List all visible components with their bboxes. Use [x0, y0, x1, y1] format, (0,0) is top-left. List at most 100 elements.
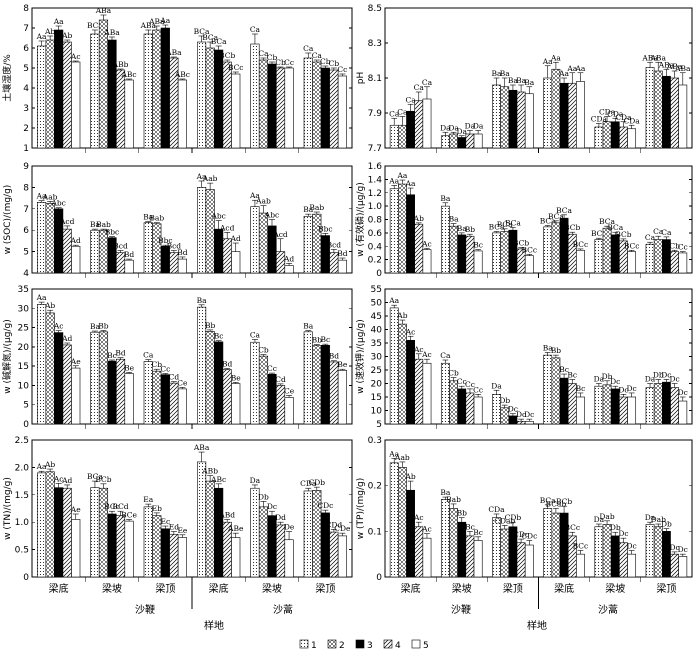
bar-series-3: [54, 332, 64, 425]
data-label: ABa: [641, 53, 658, 62]
legend-swatch-3: [355, 639, 365, 649]
data-label: BCa: [489, 223, 505, 232]
y-tick-label: 4: [23, 84, 29, 94]
bar-series-1: [143, 506, 153, 578]
chart-panel-3: 4 5 6 7 8 9 w (SOC)/(mg/g) Aa Ba Ba Aa Aa Ba Aab Bab Ba…: [3, 162, 353, 279]
y-tick-label: 55: [371, 285, 382, 295]
data-label: Dc: [627, 384, 637, 393]
legend-label-1: 1: [311, 641, 317, 651]
y-tick-label: 9: [23, 162, 29, 172]
bar-series-3: [457, 388, 467, 425]
data-label: Bcd: [113, 242, 128, 251]
data-label: Ba: [143, 213, 154, 222]
bar-series-2: [312, 61, 322, 149]
y-tick-label: 2.5: [15, 436, 29, 446]
data-label: BCa: [556, 206, 572, 215]
bar-series-3: [160, 27, 170, 149]
y-tick-label: 50: [371, 299, 383, 309]
data-label: Ba: [500, 69, 511, 78]
bar-series-5: [576, 396, 585, 425]
data-label: Ae: [70, 357, 81, 366]
data-label: Bc: [473, 528, 483, 537]
x-tick-label: 梁底: [554, 582, 574, 595]
data-label: Aa: [388, 176, 399, 185]
y-tick-label: 0.6: [368, 229, 383, 239]
y-tick-label: 5: [23, 401, 29, 411]
data-label: Bb: [551, 346, 562, 355]
y-tick-label: 20: [18, 343, 30, 353]
y-tick-label: 7.9: [368, 109, 383, 119]
bar-series-4: [670, 553, 679, 578]
y-axis-label: 土壤湿度/%: [1, 54, 13, 102]
bar-series-2: [449, 508, 458, 578]
bar-series-5: [627, 251, 637, 274]
bar-series-1: [90, 331, 100, 425]
data-label: Cb: [320, 57, 331, 66]
bar-series-1: [303, 331, 313, 425]
bar-series-5: [422, 249, 432, 274]
bar-series-3: [610, 121, 620, 149]
data-label: Bd: [329, 352, 340, 361]
bar-series-3: [559, 82, 569, 149]
bar-series-2: [258, 212, 269, 274]
data-label: Dc: [627, 542, 637, 551]
data-label: ABb: [201, 467, 218, 476]
bar-series-3: [214, 341, 224, 425]
chart-panel-7: 0 0.5 1.0 1.5 2.0 2.5 w (TN)/(mg/g) 梁底 梁坡 梁顶 梁底 梁坡 梁…: [3, 436, 353, 609]
data-label: ABa: [658, 60, 675, 69]
bar-series-5: [284, 265, 294, 274]
data-label: BCc: [573, 542, 589, 551]
data-label: Aa: [159, 16, 170, 25]
data-label: BCa: [87, 21, 103, 30]
x-tick-label: 梁顶: [315, 582, 335, 595]
data-label: Ca: [645, 233, 656, 242]
data-label: Bd: [337, 249, 348, 258]
bar-series-1: [440, 135, 450, 149]
bar-series-5: [177, 388, 187, 425]
bar-series-1: [143, 33, 153, 149]
bar-series-4: [275, 67, 286, 149]
y-axis-label: w (TN)/(mg/g): [3, 477, 13, 540]
data-label: Aa: [388, 449, 399, 458]
data-label: Cc: [160, 364, 170, 373]
bar-series-5: [124, 520, 134, 578]
data-label: Bc: [473, 241, 483, 250]
bar-series-2: [398, 323, 407, 425]
data-label: Da: [457, 127, 468, 136]
bar-series-5: [627, 396, 637, 425]
y-tick-label: 1: [23, 144, 29, 154]
chart-panel-2: 7.7 7.9 8.1 8.3 8.5 pH Ca Da Ba Aa CDa ABa Ca Da Ba Aa C…: [356, 4, 693, 154]
bar-series-1: [90, 487, 100, 578]
bar-series-1: [543, 77, 553, 149]
y-axis-label: w (TP)/(mg/g): [356, 478, 366, 539]
bar-series-1: [594, 385, 604, 425]
data-label: Bbc: [105, 228, 120, 237]
x-tick-label: 梁底: [209, 582, 229, 595]
data-label: Acd: [272, 230, 288, 239]
bar-series-2: [152, 29, 162, 149]
data-label: Ca: [405, 95, 416, 104]
y-tick-label: 0.8: [368, 216, 383, 226]
data-label: Aa: [542, 57, 553, 66]
data-label: Abc: [50, 199, 65, 208]
bar-series-1: [303, 490, 313, 578]
data-label: Ac: [70, 52, 81, 61]
data-label: Aa: [36, 462, 47, 471]
data-label: Cb: [267, 53, 278, 62]
x-tick-label: 梁坡: [102, 582, 122, 595]
data-label: Ed: [169, 523, 179, 532]
data-label: Aa: [396, 171, 407, 180]
data-label: BCa: [607, 223, 623, 232]
data-label: Ba: [197, 296, 208, 305]
data-label: Da: [440, 123, 451, 132]
data-label: Dc: [508, 405, 518, 414]
data-label: Ac: [421, 350, 432, 359]
bar-series-2: [258, 506, 269, 578]
data-label: Ce: [177, 378, 188, 387]
data-label: CDa: [615, 113, 632, 122]
bar-series-5: [71, 61, 81, 149]
data-label: CDa: [599, 108, 616, 117]
y-tick-label: 6: [23, 226, 29, 236]
bar-series-2: [398, 467, 407, 578]
